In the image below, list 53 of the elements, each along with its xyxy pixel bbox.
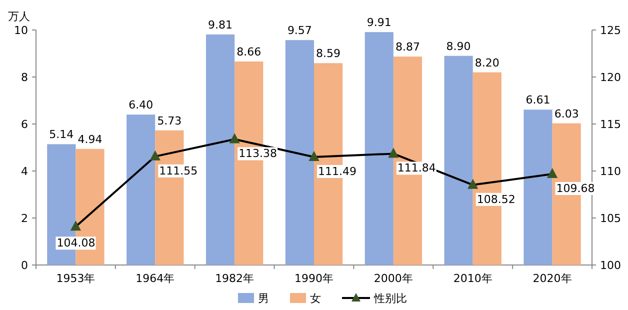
data-label: 9.91 [366,16,392,30]
x-tick-label: 1953年 [56,272,96,285]
x-tick-label: 2000年 [374,272,413,285]
x-tick-label: 2010年 [453,272,492,285]
y-tick-label: 8 [21,71,28,84]
y-tick-label: 4 [21,165,28,178]
data-label: 108.52 [476,192,516,206]
bar [126,114,156,265]
legend-性别比: 性别比 [342,292,407,305]
data-label: 6.61 [526,94,550,107]
y-tick-label: 6 [21,118,28,131]
y-tick-label: 2 [21,212,28,225]
x-tick-label: 1982年 [215,272,254,285]
y2-tick-label: 105 [600,212,621,225]
data-label: 8.59 [316,47,341,60]
y-tick-label: 10 [14,24,28,37]
data-label: 111.84 [397,162,436,175]
data-label: 6.40 [128,98,154,112]
y2-tick-label: 120 [600,71,621,84]
data-label: 4.94 [78,132,102,146]
x-tick-label: 1990年 [294,272,334,285]
bar [364,32,394,265]
data-label: 109.68 [556,182,595,196]
data-label: 111.49 [318,164,356,178]
legend-女: 女 [290,292,321,305]
bar [444,56,473,265]
data-label: 8.20 [474,56,500,70]
y2-tick-label: 115 [600,118,621,131]
bar [285,40,314,265]
y-tick-label: 0 [21,259,28,272]
legend-label: 性别比 [373,292,407,305]
data-label: 104.08 [56,236,96,250]
x-tick-label: 2020年 [532,272,572,285]
bar [206,34,235,265]
data-label: 8.87 [395,40,420,54]
data-label: 8.66 [236,45,262,58]
y-axis-title: 万人 [8,10,30,23]
y2-tick-label: 125 [600,24,621,37]
data-label: 8.90 [446,40,471,53]
data-label: 9.81 [208,18,233,32]
y2-tick-label: 100 [600,259,621,272]
y2-tick-label: 110 [600,165,621,178]
legend-男: 男 [238,292,269,305]
data-label: 5.73 [157,114,182,128]
data-label: 5.14 [49,128,74,142]
legend-label: 女 [310,292,321,305]
data-label: 9.57 [287,24,312,38]
bar [524,110,552,265]
x-tick-label: 1964年 [136,272,175,285]
data-label: 6.03 [554,107,579,120]
legend-label: 男 [258,292,269,305]
data-label: 111.55 [159,164,198,178]
data-label: 113.38 [238,147,278,160]
